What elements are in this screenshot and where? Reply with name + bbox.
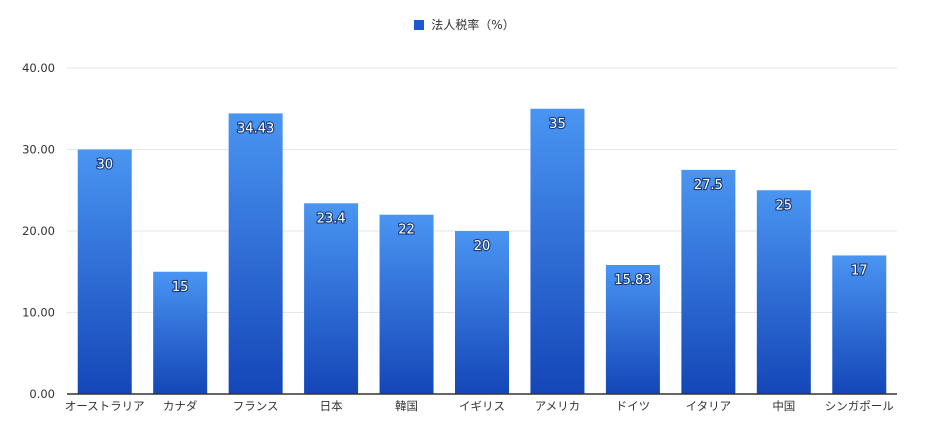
- y-tick-label: 0.00: [29, 387, 55, 401]
- bar: [77, 149, 132, 394]
- bar: [756, 190, 811, 394]
- bar: [530, 108, 585, 394]
- data-label: 23.4: [317, 211, 346, 226]
- x-tick-label: シンガポール: [825, 399, 894, 413]
- data-label: 30: [96, 158, 113, 173]
- x-tick-label: 日本: [320, 399, 343, 413]
- x-tick-label: 韓国: [395, 399, 418, 413]
- legend: 法人税率（%）: [0, 16, 929, 33]
- data-label: 15: [172, 280, 189, 295]
- data-label: 15.83: [614, 273, 651, 288]
- bar: [455, 231, 509, 394]
- data-label: 22: [398, 223, 415, 238]
- x-tick-label: オーストラリア: [65, 399, 145, 413]
- x-tick-label: カナダ: [163, 399, 198, 413]
- y-tick-label: 40.00: [22, 61, 55, 75]
- x-tick-label: アメリカ: [535, 399, 580, 413]
- legend-swatch: [414, 20, 425, 30]
- y-tick-label: 30.00: [22, 143, 55, 157]
- bar: [681, 169, 736, 394]
- bar: [304, 203, 359, 394]
- x-tick-label: イタリア: [686, 399, 732, 413]
- data-label: 20: [474, 239, 491, 254]
- x-tick-label: 中国: [772, 399, 795, 413]
- bar: [379, 214, 434, 394]
- data-label: 17: [851, 263, 868, 278]
- data-label: 34.43: [237, 121, 274, 136]
- x-tick-label: フランス: [233, 399, 279, 413]
- data-label: 25: [776, 198, 793, 213]
- x-tick-label: ドイツ: [616, 399, 651, 413]
- bar: [832, 255, 887, 394]
- legend-label: 法人税率（%）: [431, 18, 515, 32]
- y-tick-label: 20.00: [22, 224, 55, 238]
- y-tick-label: 10.00: [22, 306, 55, 320]
- bar: [605, 264, 660, 394]
- data-label: 27.5: [694, 178, 723, 193]
- bar: [228, 113, 283, 394]
- x-tick-label: イギリス: [459, 399, 505, 413]
- bar: [153, 271, 208, 394]
- data-label: 35: [549, 117, 566, 132]
